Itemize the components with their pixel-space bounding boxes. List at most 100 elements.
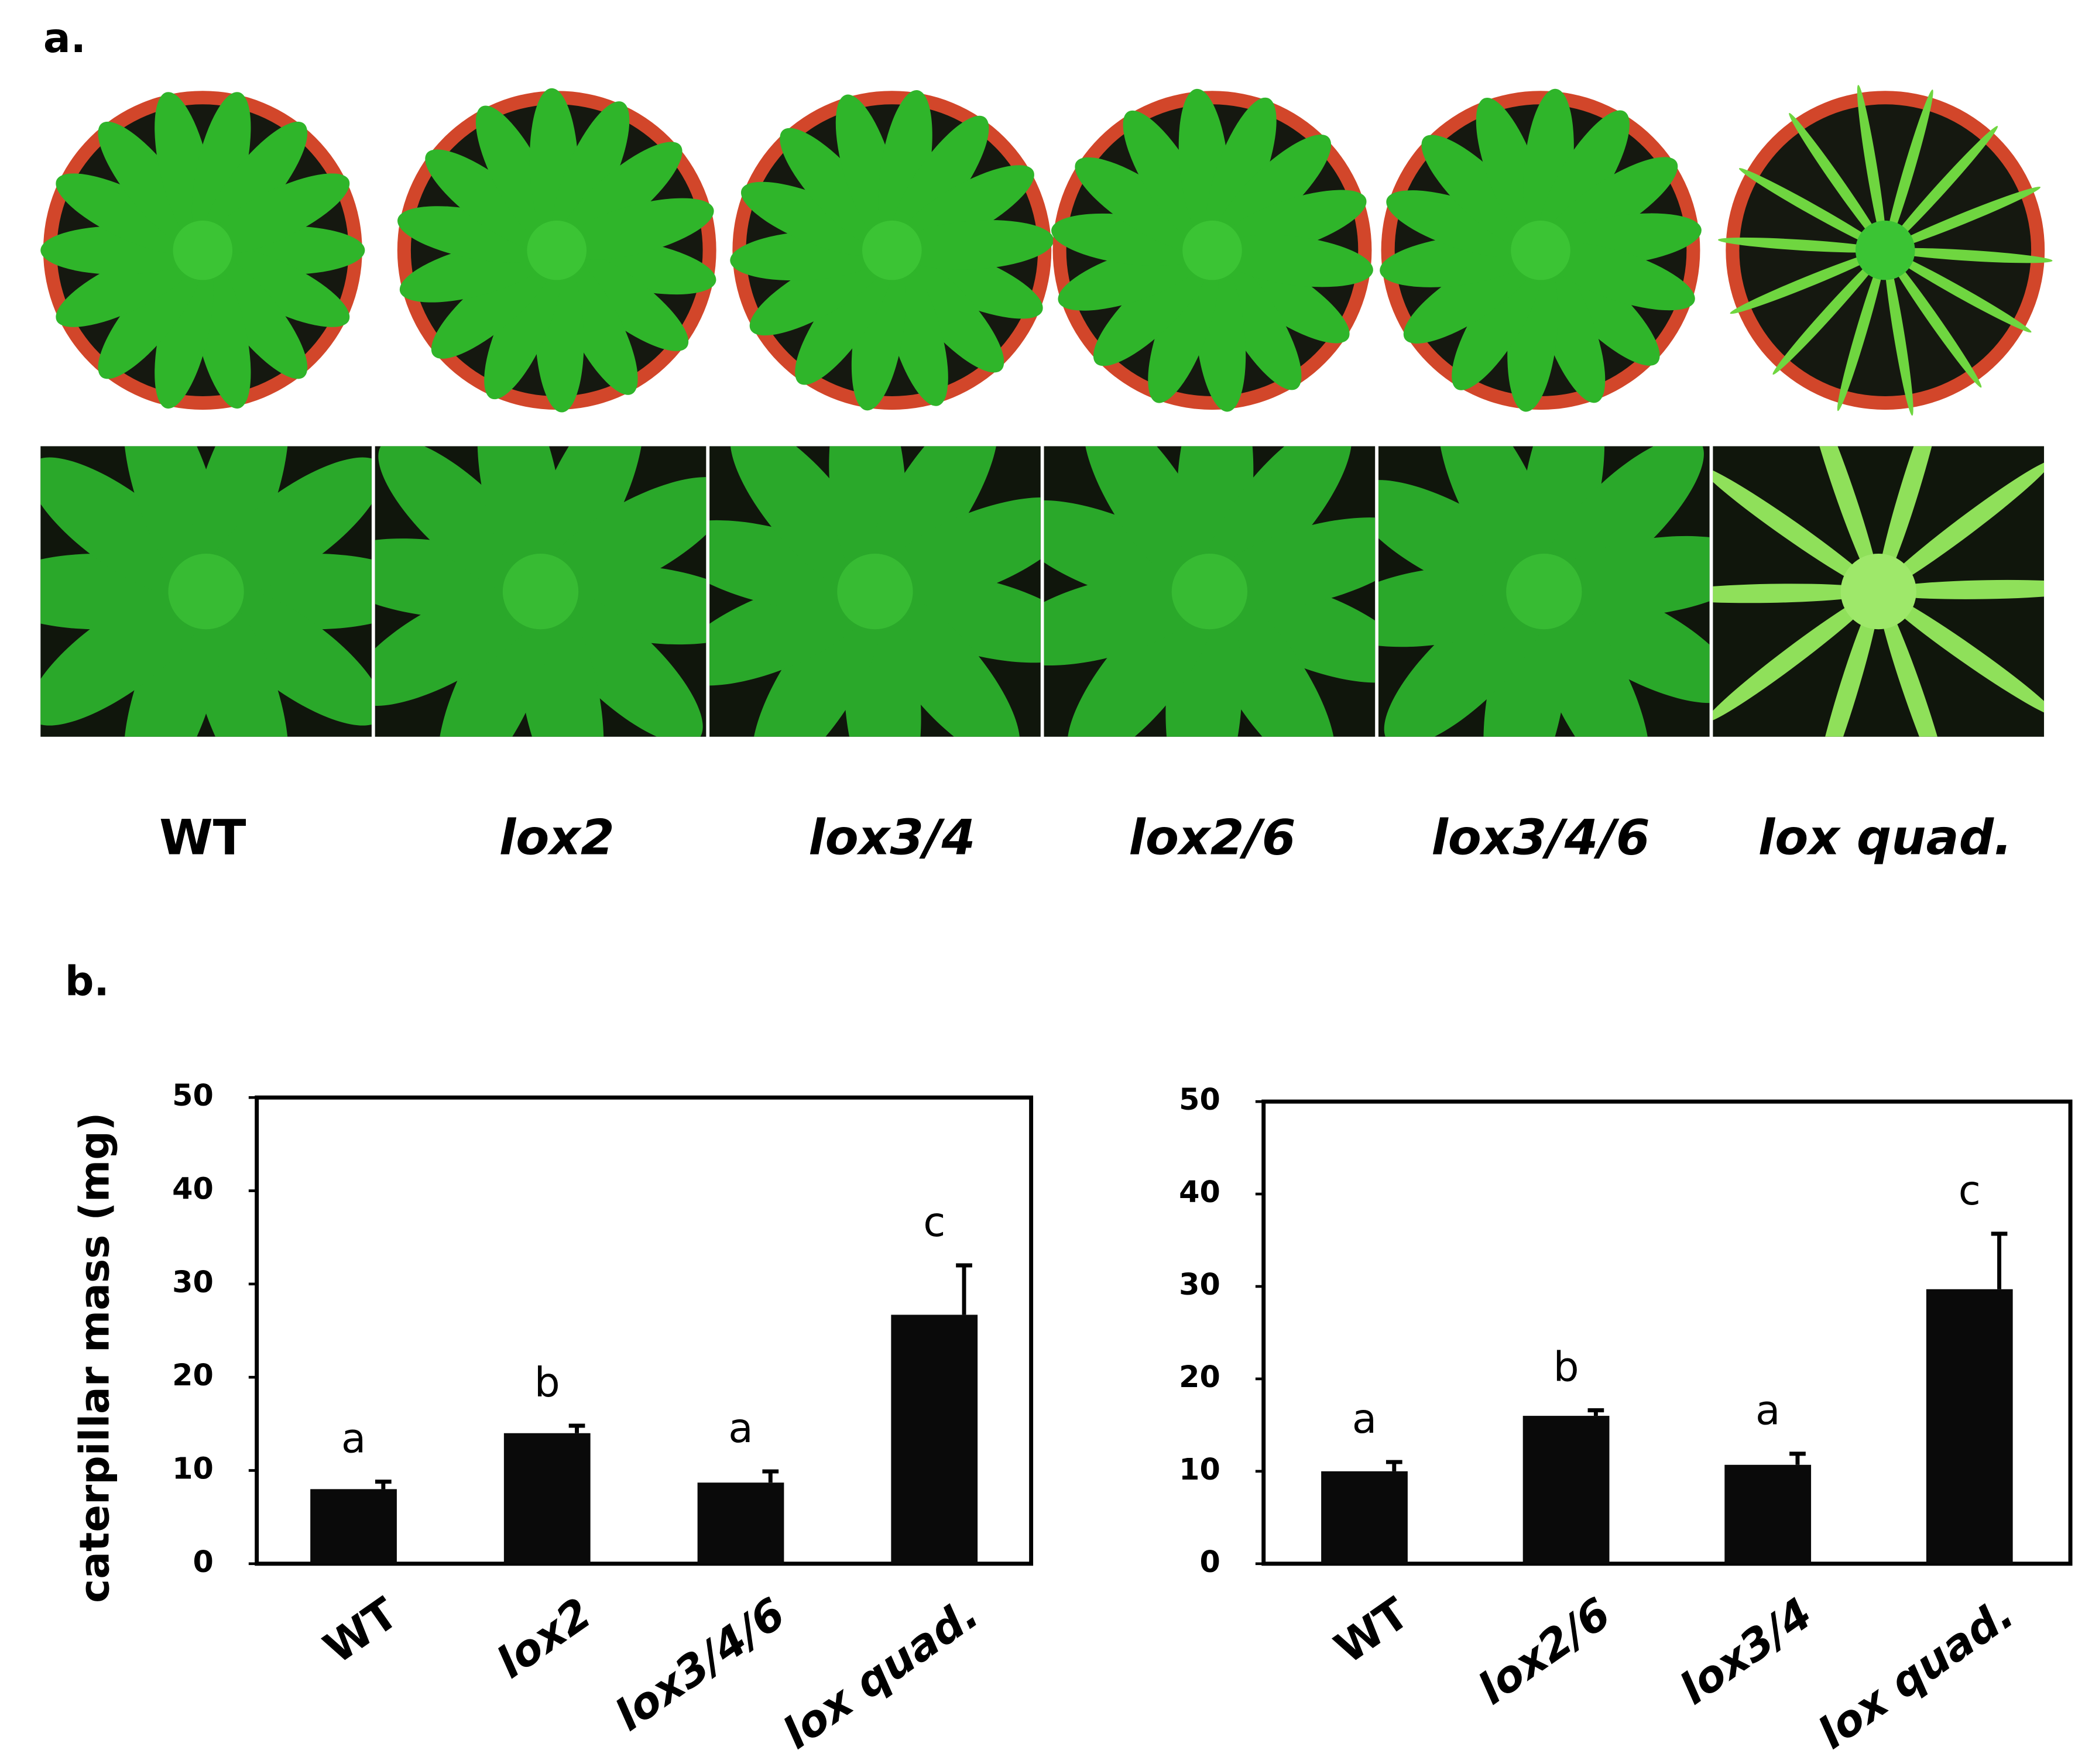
leaf	[124, 591, 222, 737]
genotype-label: lox quad.	[1758, 809, 2012, 866]
significance-letter: c	[923, 1199, 945, 1246]
leaf	[529, 446, 644, 593]
leaf	[1545, 242, 1695, 311]
error-bar	[1991, 1231, 2008, 1289]
x-tick-label: lox quad.	[774, 1588, 987, 1759]
leaf	[1885, 187, 2040, 251]
error-bar	[1587, 1408, 1604, 1416]
rosette-center	[1182, 220, 1242, 280]
leaf	[1386, 190, 1536, 258]
leaf	[378, 446, 545, 597]
x-tick-label: lox quad.	[1809, 1588, 2023, 1759]
leaf	[1884, 90, 1933, 250]
genotype-label: lox3/4	[808, 809, 975, 866]
leaf	[1878, 461, 2045, 592]
significance-letter: a	[341, 1415, 366, 1462]
x-tick-label: lox3/4/6	[606, 1588, 794, 1741]
leaf	[874, 497, 1041, 605]
leaf	[1203, 446, 1352, 595]
error-bar	[956, 1263, 972, 1315]
bar	[1926, 1289, 2013, 1564]
y-tick-label: 0	[1199, 1545, 1220, 1579]
leaf	[890, 115, 989, 248]
leaf	[190, 446, 289, 592]
closeup-leaves	[375, 446, 707, 737]
leaf	[1544, 536, 1710, 617]
leaf	[1044, 500, 1210, 605]
genotype-label: lox2	[499, 809, 615, 866]
rosette-center	[1171, 553, 1248, 630]
x-tick-label: lox2/6	[1469, 1588, 1620, 1715]
leaf	[484, 254, 562, 400]
leaf	[1837, 250, 1886, 411]
rosette-center	[527, 220, 587, 280]
rosette-center	[862, 220, 922, 280]
bar	[1321, 1471, 1408, 1564]
leaf	[539, 477, 707, 601]
x-tick-label: WT	[315, 1588, 407, 1674]
leaf	[1713, 591, 1879, 722]
leaf	[1878, 591, 2045, 716]
leaf	[1148, 255, 1219, 403]
leaf	[551, 101, 630, 246]
rosette-center	[173, 220, 233, 280]
rosette-center	[1506, 553, 1582, 630]
y-tick-label: 50	[172, 1078, 214, 1113]
x-tick-label: WT	[1326, 1588, 1418, 1674]
panel-label: a.	[43, 15, 86, 62]
leaf	[155, 255, 214, 409]
leaf	[1814, 591, 1880, 737]
leaf	[1877, 446, 1943, 592]
leaf	[1884, 250, 1913, 416]
significance-letter: a	[1755, 1388, 1780, 1434]
y-tick-label: 40	[1179, 1175, 1220, 1209]
genotype-label: WT	[159, 809, 246, 866]
error-bar	[568, 1423, 585, 1433]
bar	[697, 1482, 784, 1564]
leaf	[1807, 446, 1880, 592]
bar	[503, 1433, 591, 1564]
leaf	[1218, 235, 1373, 287]
genotype-label: lox2/6	[1129, 809, 1295, 866]
leaf	[866, 446, 999, 594]
leaf	[203, 584, 372, 726]
significance-letter: a	[1352, 1396, 1377, 1443]
leaf	[207, 173, 350, 255]
closeup-leaves	[1713, 446, 2045, 737]
error-bar	[1789, 1451, 1806, 1465]
leaf	[1538, 110, 1630, 247]
leaf	[1452, 253, 1543, 390]
leaf	[1877, 591, 1950, 737]
leaf	[1378, 480, 1546, 602]
panel-label: b.	[65, 958, 109, 1005]
leaf	[1713, 466, 1879, 592]
bar	[1522, 1416, 1610, 1564]
leaf	[1885, 248, 2053, 263]
leaf	[1075, 157, 1209, 252]
leaf	[1885, 126, 1998, 250]
leaf	[752, 589, 884, 737]
error-bar	[762, 1469, 779, 1483]
rosette-center	[168, 553, 244, 630]
leaf	[795, 253, 893, 385]
leaf	[1878, 579, 2045, 599]
bar	[891, 1315, 978, 1564]
leaf	[1772, 250, 1885, 375]
bar	[1724, 1464, 1812, 1564]
error-bar	[1385, 1460, 1402, 1471]
rosette-center	[1511, 220, 1570, 280]
significance-letter: b	[534, 1360, 560, 1406]
y-tick-label: 40	[172, 1172, 214, 1206]
x-tick-label: lox2	[488, 1588, 601, 1689]
leaf	[203, 457, 372, 599]
leaf	[56, 173, 199, 255]
rosette-center	[502, 553, 579, 630]
y-tick-label: 0	[193, 1545, 213, 1579]
leaf	[1730, 249, 1885, 314]
genotype-label: lox3/4/6	[1431, 809, 1649, 866]
leaf	[740, 181, 888, 256]
closeup-leaves	[709, 446, 1041, 737]
rosette-center	[1840, 553, 1916, 630]
